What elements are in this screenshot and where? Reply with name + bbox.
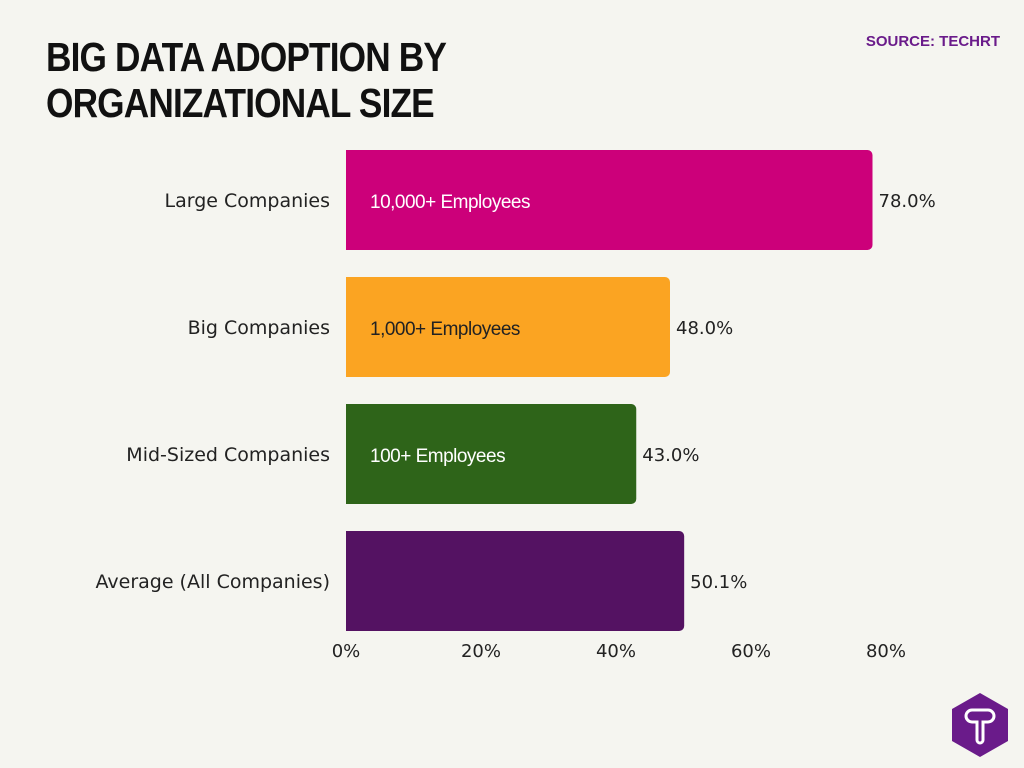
x-tick-label: 80% [866,641,906,662]
x-tick-label: 60% [731,641,771,662]
bar-inner-label: 1,000+ Employees [370,319,520,340]
source-label: SOURCE: TECHRT [865,33,1000,50]
x-tick-label: 40% [596,641,636,662]
data-label: 50.1% [690,572,747,593]
bar [346,277,670,377]
bar-inner-label: 10,000+ Employees [370,192,530,213]
techrt-logo-icon [952,693,1008,757]
category-label: Large Companies [164,190,330,212]
data-label: 43.0% [642,445,699,466]
category-label: Big Companies [188,317,330,339]
chart-title: Big Data Adoption by Organizational Size [46,34,446,126]
x-tick-label: 0% [332,641,361,662]
data-label: 48.0% [676,318,733,339]
bar [346,404,637,504]
data-label: 78.0% [879,191,936,212]
category-label: Mid-Sized Companies [126,444,330,466]
x-tick-label: 20% [461,641,501,662]
bar [346,531,685,631]
bar-inner-label: 100+ Employees [370,446,505,467]
category-label: Average (All Companies) [96,571,331,593]
bar [346,150,873,250]
